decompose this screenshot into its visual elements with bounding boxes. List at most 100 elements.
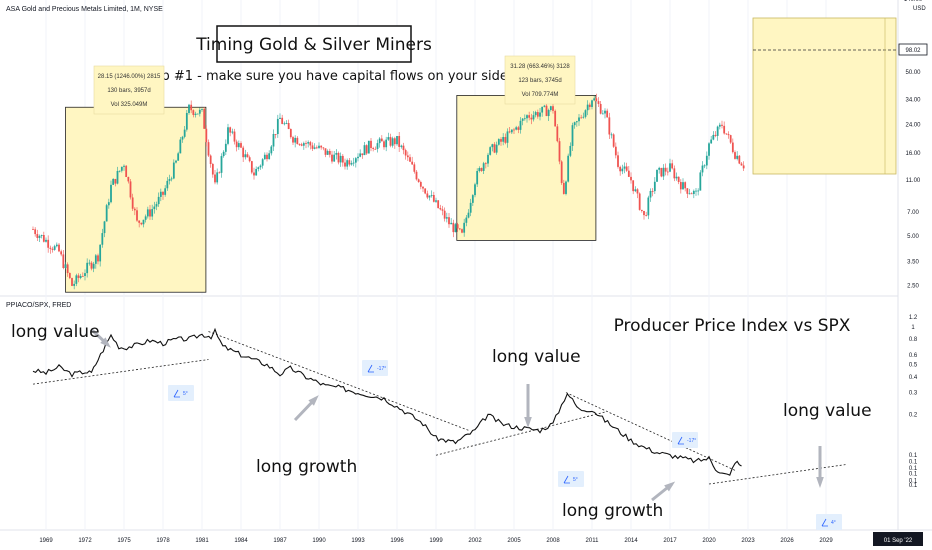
candle-body (435, 200, 437, 202)
candle-body (450, 222, 453, 225)
x-tick-label: 1981 (195, 538, 209, 544)
candle-body (406, 155, 409, 158)
candle-body (703, 165, 706, 167)
candle-body (40, 235, 43, 236)
title-box[interactable] (216, 25, 412, 63)
candle-body (218, 172, 221, 174)
candle-body (500, 139, 502, 142)
candle-body (302, 143, 305, 146)
candle-body (443, 210, 446, 219)
candle-body (337, 152, 340, 163)
arrow-long-growth-1-head (308, 395, 319, 406)
candle-body (60, 251, 63, 255)
candle-body (266, 154, 268, 160)
candle-body (634, 189, 637, 192)
candle-body (658, 167, 661, 170)
candle-body (365, 145, 368, 154)
candle-body (695, 190, 697, 192)
candle-body (86, 262, 89, 274)
candle-body (519, 120, 522, 130)
candle-body (175, 160, 177, 163)
candle-body (287, 123, 290, 130)
candle-body (387, 137, 390, 140)
candle-body (268, 153, 271, 160)
candle-body (513, 129, 515, 131)
candle-body (222, 151, 225, 157)
candle-body (682, 182, 684, 190)
candle-body (497, 139, 500, 145)
candle-body (47, 239, 50, 248)
candle-body (510, 129, 513, 133)
candle-body (127, 177, 130, 182)
candle-body (322, 147, 325, 149)
candle-body (164, 188, 167, 195)
ratio-tick-label: 1.2 (909, 315, 918, 321)
candle-body (558, 141, 561, 162)
candle-body (283, 123, 286, 125)
candle-body (692, 190, 695, 195)
candle-body (526, 115, 528, 119)
candle-body (612, 134, 615, 147)
candle-body (463, 222, 466, 233)
candle-body (729, 135, 732, 143)
x-tick-label: 2005 (507, 538, 521, 544)
y-axis: 2.50 3.50 5.00 7.00 11.00 16.00 24.00 34.00 50.0… (904, 0, 923, 489)
candle-body (99, 244, 102, 262)
candle-body (350, 163, 353, 165)
angle-badge-1 (168, 385, 194, 401)
candle-body (636, 189, 639, 194)
candle-body (580, 117, 583, 119)
candle-body (467, 212, 470, 218)
candle-body (417, 179, 420, 183)
candle-body (300, 144, 303, 146)
candle-body (458, 228, 461, 230)
candle-body (591, 100, 593, 107)
candle-body (233, 131, 236, 142)
candle-body (688, 193, 691, 195)
candle-body (523, 118, 526, 120)
candle-body (541, 106, 544, 113)
candle-body (162, 191, 164, 195)
candle-body (673, 168, 676, 179)
candle-body (123, 165, 125, 167)
candle-body (179, 139, 182, 154)
candle-body (207, 142, 210, 156)
stats-2-change: 31.28 (663.46%) 3128 (510, 64, 570, 70)
candle-body (669, 163, 671, 172)
candle-body (536, 112, 539, 117)
angle-badge-label: 5° (183, 391, 188, 397)
candle-body (556, 126, 559, 142)
candle-body (53, 246, 56, 250)
annotation-arrows (90, 328, 824, 502)
candle-body (623, 166, 626, 169)
candle-body (374, 148, 377, 150)
angle-icon (173, 389, 180, 398)
price-tick-label: 7.00 (907, 210, 919, 216)
angle-icon (821, 518, 828, 527)
candle-body (671, 163, 674, 169)
stats-callout-2 (504, 55, 576, 105)
x-tick-label: 1993 (351, 538, 365, 544)
candle-body (506, 131, 509, 143)
candle-body (159, 191, 162, 197)
forecast-rect (752, 17, 897, 175)
x-tick-label: 2011 (586, 538, 600, 544)
trendlines (32, 331, 846, 485)
candle-body (125, 165, 128, 178)
ratio-tick-label: 0.5 (909, 363, 918, 369)
long-value-label-right: long value (783, 401, 872, 421)
candle-body (51, 248, 54, 250)
candle-body (257, 167, 260, 169)
candle-body (380, 138, 383, 142)
ratio-tick-label: 0.6 (909, 353, 918, 359)
candle-body (68, 273, 71, 279)
candle-body (263, 154, 266, 160)
candle-body (97, 255, 99, 262)
ratio-tick-label: 0.8 (909, 337, 918, 343)
candle-body (645, 215, 648, 216)
long-value-label-left: long value (11, 322, 100, 342)
candle-body (224, 143, 227, 152)
candle-body (235, 141, 238, 148)
candle-body (55, 244, 58, 247)
candle-body (489, 147, 492, 155)
